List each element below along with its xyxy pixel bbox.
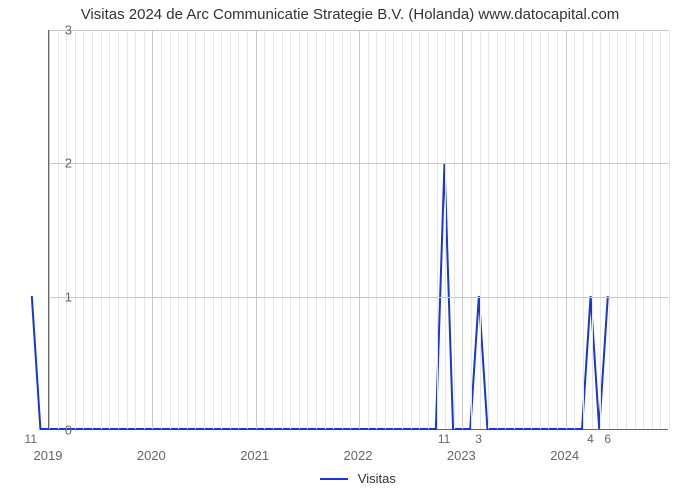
plot-area — [48, 30, 668, 430]
gridline-v — [557, 30, 558, 429]
gridline-v — [652, 30, 653, 429]
gridline-v — [376, 30, 377, 429]
gridline-v — [531, 30, 532, 429]
gridline-v — [316, 30, 317, 429]
xtick-label-major: 2023 — [447, 448, 476, 463]
gridline-v — [307, 30, 308, 429]
gridline-v — [342, 30, 343, 429]
gridline-v — [600, 30, 601, 429]
gridline-v — [101, 30, 102, 429]
gridline-v — [393, 30, 394, 429]
gridline-v — [626, 30, 627, 429]
gridline-v — [109, 30, 110, 429]
gridline-v — [238, 30, 239, 429]
gridline-h — [49, 30, 668, 31]
xtick-label-major: 2020 — [137, 448, 166, 463]
gridline-v — [428, 30, 429, 429]
ytick-label: 2 — [52, 156, 72, 171]
gridline-v — [204, 30, 205, 429]
gridline-v — [669, 30, 670, 429]
gridline-v — [505, 30, 506, 429]
gridline-v — [170, 30, 171, 429]
xtick-label-major: 2024 — [550, 448, 579, 463]
gridline-v — [592, 30, 593, 429]
gridline-v — [540, 30, 541, 429]
gridline-v — [523, 30, 524, 429]
gridline-v — [247, 30, 248, 429]
gridline-v — [402, 30, 403, 429]
xtick-label-minor: 3 — [475, 432, 482, 446]
gridline-v — [75, 30, 76, 429]
xtick-label-minor: 11 — [25, 432, 37, 446]
gridline-v — [66, 30, 67, 429]
xtick-label-major: 2022 — [344, 448, 373, 463]
gridline-v — [187, 30, 188, 429]
gridline-v-major — [359, 30, 360, 429]
gridline-h — [49, 297, 668, 298]
gridline-v-major — [152, 30, 153, 429]
gridline-v — [437, 30, 438, 429]
xtick-label-major: 2019 — [34, 448, 63, 463]
gridline-v — [144, 30, 145, 429]
gridline-v — [574, 30, 575, 429]
gridline-v — [548, 30, 549, 429]
gridline-v — [213, 30, 214, 429]
ytick-label: 0 — [52, 423, 72, 438]
gridline-v — [83, 30, 84, 429]
gridline-v — [617, 30, 618, 429]
chart-title: Visitas 2024 de Arc Communicatie Strateg… — [0, 6, 700, 23]
gridline-v — [480, 30, 481, 429]
gridline-v — [273, 30, 274, 429]
xtick-label-minor: 11 — [438, 432, 450, 446]
gridline-v — [635, 30, 636, 429]
gridline-v — [445, 30, 446, 429]
gridline-v-major — [462, 30, 463, 429]
gridline-v — [290, 30, 291, 429]
gridline-v — [411, 30, 412, 429]
ytick-label: 1 — [52, 289, 72, 304]
gridline-v — [135, 30, 136, 429]
gridline-v — [583, 30, 584, 429]
gridline-v — [609, 30, 610, 429]
gridline-v — [368, 30, 369, 429]
xtick-label-major: 2021 — [240, 448, 269, 463]
xtick-label-minor: 4 — [587, 432, 594, 446]
gridline-v — [58, 30, 59, 429]
visits-chart: Visitas 2024 de Arc Communicatie Strateg… — [0, 0, 700, 500]
gridline-v — [195, 30, 196, 429]
gridline-v — [660, 30, 661, 429]
gridline-v — [643, 30, 644, 429]
gridline-v — [333, 30, 334, 429]
gridline-v — [299, 30, 300, 429]
gridline-v — [92, 30, 93, 429]
gridline-v — [178, 30, 179, 429]
gridline-v — [497, 30, 498, 429]
gridline-v — [471, 30, 472, 429]
gridline-v-major — [256, 30, 257, 429]
gridline-v — [419, 30, 420, 429]
legend-swatch — [320, 478, 348, 480]
ytick-label: 3 — [52, 23, 72, 38]
gridline-v — [230, 30, 231, 429]
legend: Visitas — [48, 470, 668, 486]
gridline-v — [161, 30, 162, 429]
xtick-label-minor: 6 — [604, 432, 611, 446]
gridline-v — [488, 30, 489, 429]
gridline-h — [49, 163, 668, 164]
gridline-v — [221, 30, 222, 429]
gridline-v — [264, 30, 265, 429]
gridline-v-major — [566, 30, 567, 429]
gridline-v — [282, 30, 283, 429]
gridline-v — [385, 30, 386, 429]
gridline-v — [350, 30, 351, 429]
gridline-v — [454, 30, 455, 429]
gridline-v — [514, 30, 515, 429]
gridline-v-major — [49, 30, 50, 429]
gridline-v — [325, 30, 326, 429]
gridline-v — [127, 30, 128, 429]
legend-label: Visitas — [358, 471, 396, 486]
gridline-v — [118, 30, 119, 429]
